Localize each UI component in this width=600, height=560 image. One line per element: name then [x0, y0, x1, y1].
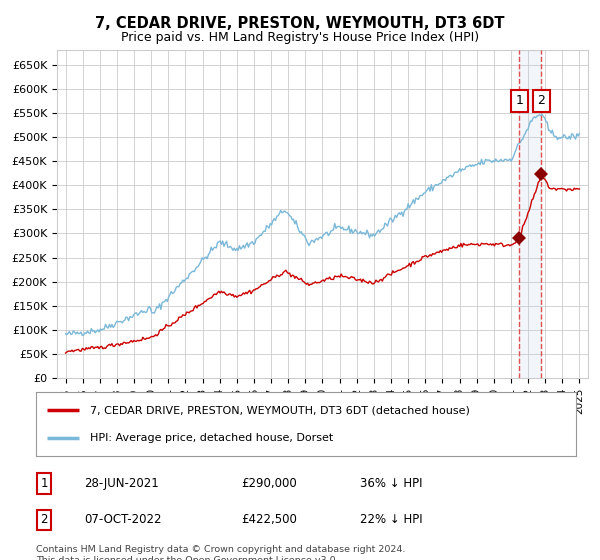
- Text: 7, CEDAR DRIVE, PRESTON, WEYMOUTH, DT3 6DT: 7, CEDAR DRIVE, PRESTON, WEYMOUTH, DT3 6…: [95, 16, 505, 31]
- Text: £422,500: £422,500: [241, 514, 297, 526]
- Text: 1: 1: [40, 477, 48, 490]
- Bar: [520, 50, 541, 378]
- Text: Price paid vs. HM Land Registry's House Price Index (HPI): Price paid vs. HM Land Registry's House …: [121, 31, 479, 44]
- Text: 2: 2: [538, 95, 545, 108]
- Text: 36% ↓ HPI: 36% ↓ HPI: [360, 477, 422, 490]
- Text: 1: 1: [515, 95, 523, 108]
- Text: 28-JUN-2021: 28-JUN-2021: [85, 477, 160, 490]
- Text: 22% ↓ HPI: 22% ↓ HPI: [360, 514, 422, 526]
- Text: £290,000: £290,000: [241, 477, 297, 490]
- Text: HPI: Average price, detached house, Dorset: HPI: Average price, detached house, Dors…: [90, 433, 333, 444]
- Text: Contains HM Land Registry data © Crown copyright and database right 2024.
This d: Contains HM Land Registry data © Crown c…: [36, 545, 406, 560]
- Text: 07-OCT-2022: 07-OCT-2022: [85, 514, 162, 526]
- Text: 2: 2: [40, 514, 48, 526]
- Text: 7, CEDAR DRIVE, PRESTON, WEYMOUTH, DT3 6DT (detached house): 7, CEDAR DRIVE, PRESTON, WEYMOUTH, DT3 6…: [90, 405, 470, 415]
